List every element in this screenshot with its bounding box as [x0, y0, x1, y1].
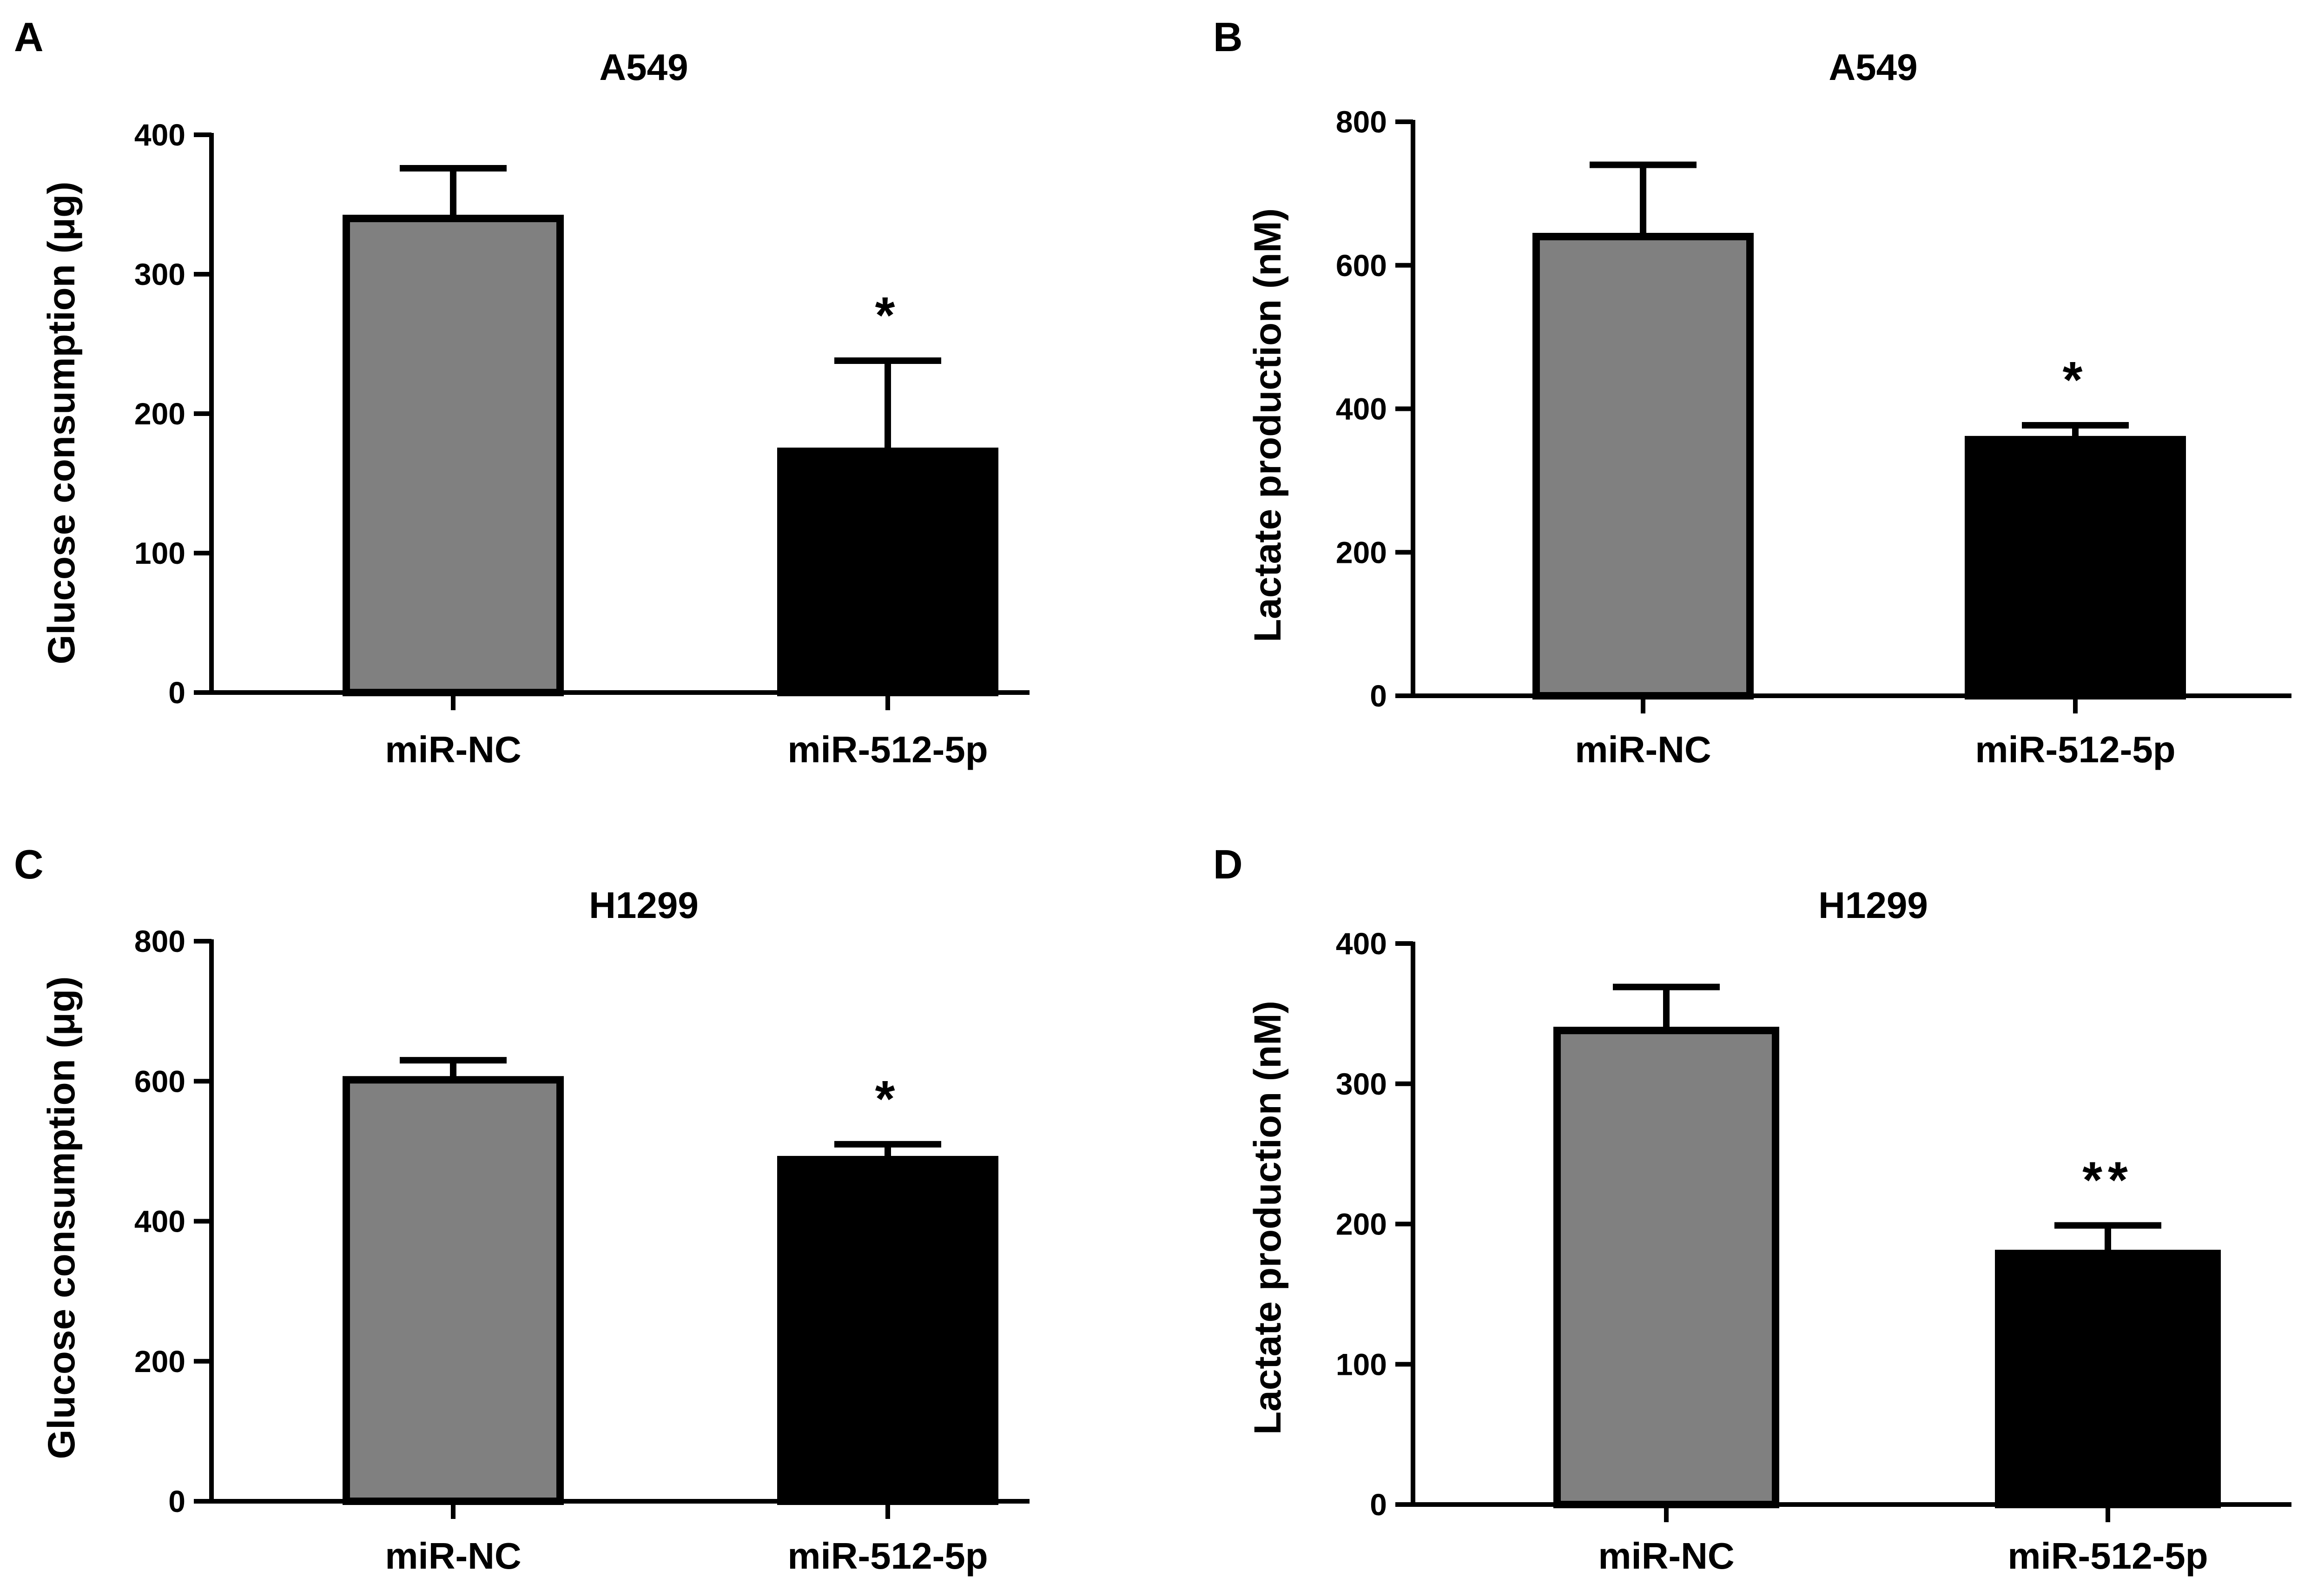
panel-letter: B — [1213, 14, 1243, 60]
chart-title: A549 — [1829, 46, 1917, 88]
significance-marker: * — [875, 287, 901, 344]
y-tick-label: 100 — [134, 536, 185, 570]
chart-title: H1299 — [589, 884, 699, 926]
y-tick-label: 400 — [134, 1204, 185, 1239]
y-tick-label: 200 — [1336, 1207, 1387, 1241]
significance-marker: * — [2063, 351, 2088, 409]
bar — [1995, 1249, 2221, 1508]
y-tick-label: 0 — [1370, 679, 1387, 713]
panel-d: D H1299 Lactate production (nM) miR-NC miR-5… — [1213, 841, 2291, 1577]
panel-c: C H1299 Glucose consumption (μg) miR-NC miR-… — [14, 841, 1030, 1577]
bar — [1965, 436, 2186, 700]
significance-marker: * — [875, 1070, 901, 1128]
y-axis-label: Lactate production (nM) — [1247, 208, 1289, 642]
x-tick-label: miR-NC — [385, 729, 521, 770]
bar — [777, 448, 998, 696]
y-tick-label: 0 — [168, 1484, 185, 1518]
y-axis-label: Glucose consumption (μg) — [40, 977, 83, 1459]
y-tick-label: 400 — [1336, 392, 1387, 426]
y-axis-label: Glucose consumption (μg) — [40, 182, 83, 665]
panel-b: B A549 Lactate production (nM) miR-NC miR-51… — [1213, 14, 2291, 770]
x-tick-label: miR-NC — [1575, 729, 1711, 770]
y-tick-label: 400 — [134, 118, 185, 152]
y-tick-label: 100 — [1336, 1347, 1387, 1381]
x-tick-label: miR-512-5p — [787, 1535, 988, 1577]
y-tick-label: 800 — [1336, 105, 1387, 139]
y-tick-label: 600 — [1336, 248, 1387, 283]
y-tick-label: 0 — [1370, 1487, 1387, 1522]
panel-letter: C — [14, 841, 44, 887]
y-tick-label: 300 — [134, 257, 185, 291]
y-tick-label: 300 — [1336, 1067, 1387, 1101]
bar — [1553, 1027, 1779, 1508]
x-tick-label: miR-NC — [385, 1535, 521, 1577]
chart-title: H1299 — [1818, 884, 1928, 926]
x-tick-label: miR-512-5p — [1975, 729, 2175, 770]
panel-letter: A — [14, 14, 44, 60]
bar — [777, 1155, 998, 1505]
y-axis-label: Lactate production (nM) — [1247, 1001, 1289, 1435]
y-tick-label: 400 — [1336, 926, 1387, 961]
x-tick-label: miR-512-5p — [787, 729, 988, 770]
significance-marker: ** — [2082, 1152, 2133, 1209]
bar — [343, 215, 564, 696]
chart-title: A549 — [599, 46, 688, 88]
y-tick-label: 200 — [134, 1344, 185, 1379]
bar — [1532, 233, 1754, 700]
y-tick-label: 800 — [134, 924, 185, 958]
panel-a: A A549 Glucose consumption (μg) miR-NC miR-5… — [14, 14, 1030, 770]
x-tick-label: miR-512-5p — [2007, 1535, 2208, 1577]
y-tick-label: 200 — [1336, 535, 1387, 569]
panel-letter: D — [1213, 841, 1243, 887]
y-tick-label: 0 — [168, 675, 185, 710]
y-tick-label: 200 — [134, 396, 185, 431]
x-tick-label: miR-NC — [1598, 1535, 1734, 1577]
y-tick-label: 600 — [134, 1064, 185, 1098]
bar — [343, 1076, 564, 1505]
